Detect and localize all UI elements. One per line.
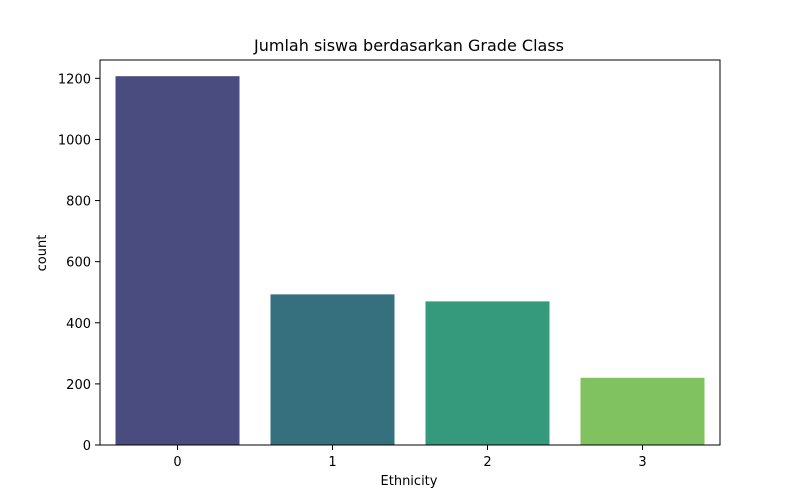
chart-title: Jumlah siswa berdasarkan Grade Class	[253, 36, 564, 55]
bars-group	[115, 76, 705, 445]
x-tick-label-2: 2	[483, 455, 491, 470]
y-tick-label-1000: 1000	[58, 133, 91, 148]
x-tick-label-3: 3	[638, 455, 646, 470]
bar-2	[425, 301, 550, 445]
y-tick-label-200: 200	[66, 378, 91, 393]
x-axis-label: Ethnicity	[381, 474, 438, 489]
y-tick-label-400: 400	[66, 317, 91, 332]
x-tick-label-1: 1	[328, 455, 336, 470]
x-axis: 0 1 2 3	[173, 445, 647, 470]
plot-frame	[99, 59, 721, 446]
y-axis-label: count	[35, 235, 50, 272]
bar-0	[115, 76, 240, 445]
y-axis: 0 200 400 600 800 1000 1200	[58, 72, 100, 454]
y-tick-label-600: 600	[66, 256, 91, 271]
y-tick-label-800: 800	[66, 195, 91, 210]
bar-3	[580, 377, 705, 445]
y-tick-label-1200: 1200	[58, 72, 91, 87]
y-tick-label-0: 0	[83, 439, 91, 454]
bar-1	[270, 294, 395, 445]
x-tick-label-0: 0	[173, 455, 181, 470]
